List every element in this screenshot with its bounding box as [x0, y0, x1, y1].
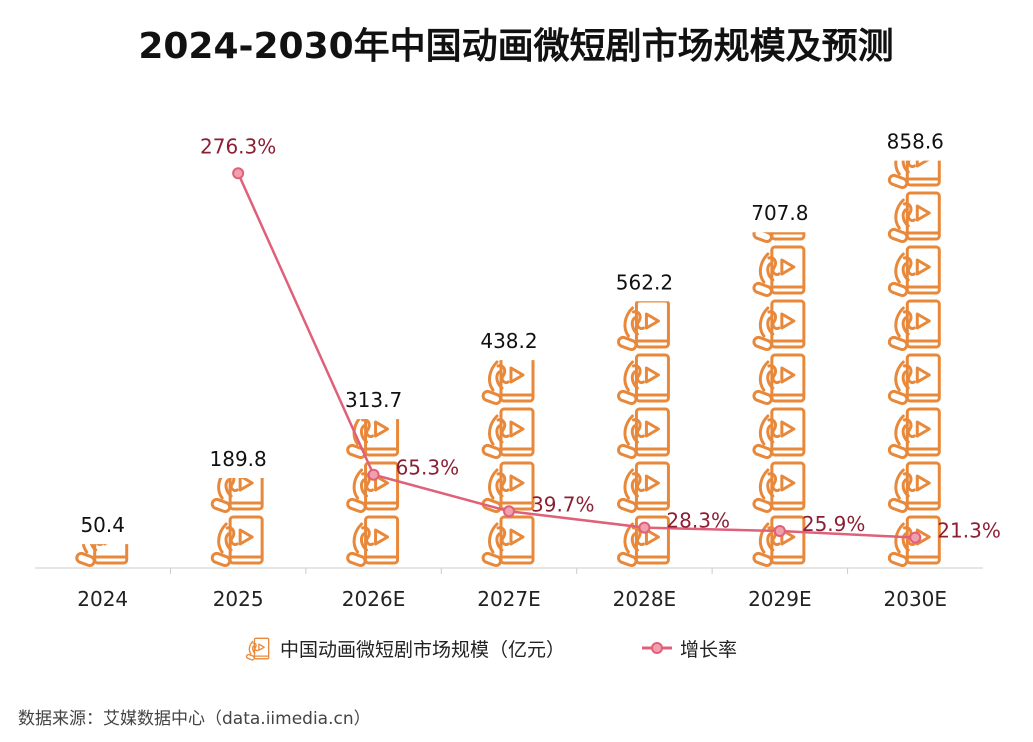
- bar-icon: [751, 461, 806, 514]
- bar-icon: [616, 301, 670, 352]
- bar-value-label: 438.2: [480, 329, 537, 353]
- bar-2025: [210, 477, 264, 568]
- bar-icon: [887, 245, 941, 298]
- bar-icon: [210, 515, 264, 568]
- source-note: 数据来源：艾媒数据中心（data.iimedia.cn）: [18, 709, 371, 729]
- legend-line-label: 增长率: [680, 639, 737, 661]
- x-tick-label: 2025: [213, 587, 264, 611]
- bar-icon: [751, 245, 806, 298]
- bar-2027E: [481, 360, 535, 568]
- bar-icon: [345, 515, 400, 568]
- bar-2029E: [751, 232, 806, 568]
- growth-rate-label: 25.9%: [802, 512, 866, 536]
- bar-icon: [751, 515, 806, 568]
- bar-icon: [481, 407, 535, 460]
- bar-value-label: 313.7: [345, 388, 402, 412]
- x-tick-label: 2030E: [884, 587, 948, 611]
- bar-value-label: 189.8: [210, 447, 267, 471]
- bar-icon: [887, 461, 941, 514]
- bar-icon: [616, 407, 670, 460]
- growth-rate-line: [237, 172, 916, 539]
- x-tick-label: 2026E: [342, 587, 406, 611]
- bar-icon: [887, 353, 941, 406]
- growth-rate-label: 65.3%: [396, 456, 460, 480]
- x-tick-label: 2029E: [748, 587, 812, 611]
- growth-rate-point: [503, 505, 515, 518]
- x-tick-label: 2027E: [477, 587, 541, 611]
- bar-value-label: 707.8: [751, 201, 808, 225]
- bar-value-label: 858.6: [887, 130, 944, 154]
- growth-rate-label: 39.7%: [531, 492, 595, 516]
- bar-icon: [751, 299, 806, 352]
- growth-rate-label: 21.3%: [937, 519, 1001, 543]
- legend-line-marker: [651, 642, 663, 654]
- bar-value-label: 562.2: [616, 270, 673, 294]
- growth-rate-point: [367, 468, 380, 481]
- x-tick-label: 2028E: [613, 587, 677, 611]
- bar-icon: [887, 191, 941, 244]
- growth-rate-point: [638, 521, 651, 534]
- bar-value-label: 50.4: [80, 513, 125, 537]
- bar-icon: [887, 299, 941, 352]
- x-tick-label: 2024: [77, 587, 128, 611]
- legend: 中国动画微短剧市场规模（亿元） 增长率: [245, 637, 737, 661]
- bar-icon: [751, 353, 806, 406]
- legend-bar-label: 中国动画微短剧市场规模（亿元）: [280, 639, 565, 661]
- legend-bar-icon: [245, 637, 270, 661]
- bar-icon: [481, 360, 535, 406]
- bar-icon: [887, 407, 941, 460]
- growth-rate-label: 276.3%: [200, 134, 276, 158]
- bar-icon: [616, 353, 670, 406]
- growth-rate-point: [232, 167, 245, 180]
- growth-rate-point: [773, 525, 786, 537]
- bar-2030E: [887, 160, 941, 568]
- growth-rate-point: [909, 531, 922, 544]
- bar-icon: [481, 515, 535, 568]
- growth-rate-label: 28.3%: [666, 509, 730, 533]
- chart-title: 2024-2030年中国动画微短剧市场规模及预测: [138, 26, 893, 67]
- bar-icon: [751, 407, 806, 460]
- bar-icon: [616, 461, 670, 514]
